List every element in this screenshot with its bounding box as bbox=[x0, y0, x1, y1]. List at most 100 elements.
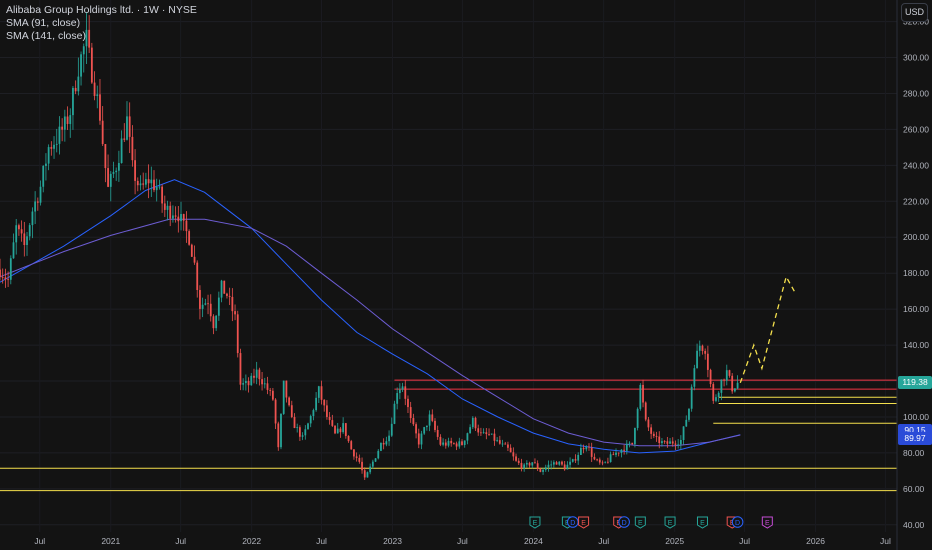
event-label: D bbox=[622, 520, 627, 527]
candle-body bbox=[244, 380, 247, 384]
dividend-marker[interactable]: D bbox=[566, 516, 579, 528]
candle-body bbox=[698, 345, 701, 351]
dividend-marker[interactable]: D bbox=[731, 516, 744, 528]
y-tick-label: 260.00 bbox=[903, 124, 929, 134]
grid-lines bbox=[0, 0, 897, 532]
candle-body bbox=[112, 172, 115, 174]
candle-body bbox=[696, 350, 698, 369]
candle-body bbox=[115, 170, 118, 173]
candle-body bbox=[209, 303, 212, 317]
candle-body bbox=[534, 462, 536, 464]
candle-body bbox=[131, 136, 134, 161]
y-tick-label: 40.00 bbox=[903, 520, 925, 530]
candle-body bbox=[90, 47, 93, 83]
candle-body bbox=[423, 427, 426, 434]
sma-91-legend[interactable]: SMA (91, close) bbox=[6, 17, 81, 29]
event-label: E bbox=[765, 520, 770, 527]
currency-button[interactable]: USD bbox=[901, 3, 928, 22]
candle-body bbox=[447, 440, 450, 446]
candle-body bbox=[326, 405, 328, 417]
candle-body bbox=[550, 464, 553, 466]
candle-body bbox=[477, 428, 480, 433]
candle-body bbox=[636, 408, 639, 428]
sma-141-legend[interactable]: SMA (141, close) bbox=[6, 30, 86, 42]
candle-body bbox=[498, 440, 501, 444]
candle-body bbox=[361, 461, 363, 471]
x-tick-label: Jul bbox=[34, 536, 45, 546]
candle-body bbox=[166, 205, 169, 210]
candle-body bbox=[136, 180, 139, 186]
earnings-icon bbox=[696, 516, 708, 529]
event-label: E bbox=[581, 520, 586, 527]
time-axis[interactable]: Jul 2021 Jul 2022 Jul 2023 Jul 2024 Jul 2025 Jul 20… bbox=[34, 536, 891, 546]
candle-body bbox=[655, 436, 658, 437]
candle-body bbox=[471, 417, 474, 428]
candle-body bbox=[385, 441, 388, 445]
candlesticks[interactable] bbox=[0, 12, 739, 480]
candle-body bbox=[731, 375, 734, 392]
earnings-marker[interactable]: E bbox=[664, 516, 676, 529]
candle-body bbox=[266, 383, 269, 390]
candle-body bbox=[255, 369, 258, 378]
candle-body bbox=[199, 290, 201, 309]
candle-body bbox=[582, 447, 585, 450]
candle-body bbox=[39, 186, 42, 203]
candle-body bbox=[193, 256, 196, 263]
candle-body bbox=[569, 461, 571, 465]
earnings-icon bbox=[761, 516, 773, 529]
candle-body bbox=[253, 375, 255, 378]
candle-body bbox=[482, 432, 485, 434]
candle-body bbox=[212, 316, 215, 329]
earnings-icon bbox=[578, 516, 590, 529]
candle-body bbox=[725, 370, 728, 381]
candle-body bbox=[69, 115, 72, 124]
candle-body bbox=[188, 231, 191, 245]
earnings-marker[interactable]: E bbox=[696, 516, 708, 529]
y-tick-label: 240.00 bbox=[903, 160, 929, 170]
candle-body bbox=[104, 144, 107, 169]
candle-body bbox=[623, 449, 626, 451]
earnings-icon bbox=[529, 516, 541, 529]
earnings-marker[interactable]: E bbox=[761, 516, 773, 529]
candle-body bbox=[101, 120, 104, 145]
candle-body bbox=[161, 186, 164, 204]
candle-body bbox=[652, 433, 655, 437]
chart-legend: Alibaba Group Holdings ltd. · 1W · NYSE … bbox=[6, 4, 197, 43]
candle-body bbox=[42, 165, 45, 187]
candle-body bbox=[674, 443, 677, 445]
candle-body bbox=[501, 443, 504, 445]
candle-body bbox=[404, 386, 407, 399]
candle-body bbox=[109, 173, 112, 187]
candle-body bbox=[382, 442, 385, 445]
candle-body bbox=[190, 244, 193, 257]
candle-body bbox=[566, 464, 569, 470]
candle-body bbox=[617, 452, 620, 454]
earnings-marker[interactable]: E bbox=[578, 516, 590, 529]
x-tick-label: 2021 bbox=[101, 536, 120, 546]
candle-body bbox=[496, 440, 499, 441]
candle-body bbox=[450, 440, 453, 444]
candle-body bbox=[96, 94, 99, 96]
candle-body bbox=[296, 427, 299, 429]
dividend-marker[interactable]: D bbox=[618, 516, 630, 528]
candle-body bbox=[658, 436, 661, 444]
candle-body bbox=[342, 423, 345, 433]
candle-body bbox=[561, 461, 563, 465]
candle-body bbox=[398, 389, 401, 394]
candle-body bbox=[631, 442, 634, 445]
candle-body bbox=[58, 126, 61, 144]
y-tick-label: 100.00 bbox=[903, 412, 929, 422]
symbol-title[interactable]: Alibaba Group Holdings ltd. · 1W · NYSE bbox=[6, 4, 197, 16]
candle-body bbox=[685, 419, 688, 427]
earnings-marker[interactable]: E bbox=[634, 516, 646, 529]
event-markers[interactable]: EEDEEDEEEEDE bbox=[529, 516, 773, 529]
candle-body bbox=[196, 262, 199, 291]
candle-body bbox=[625, 443, 628, 451]
earnings-marker[interactable]: E bbox=[529, 516, 541, 529]
candle-body bbox=[9, 258, 12, 280]
candle-body bbox=[415, 424, 417, 434]
candle-body bbox=[336, 428, 339, 434]
candle-body bbox=[312, 410, 315, 417]
candle-body bbox=[261, 379, 263, 385]
